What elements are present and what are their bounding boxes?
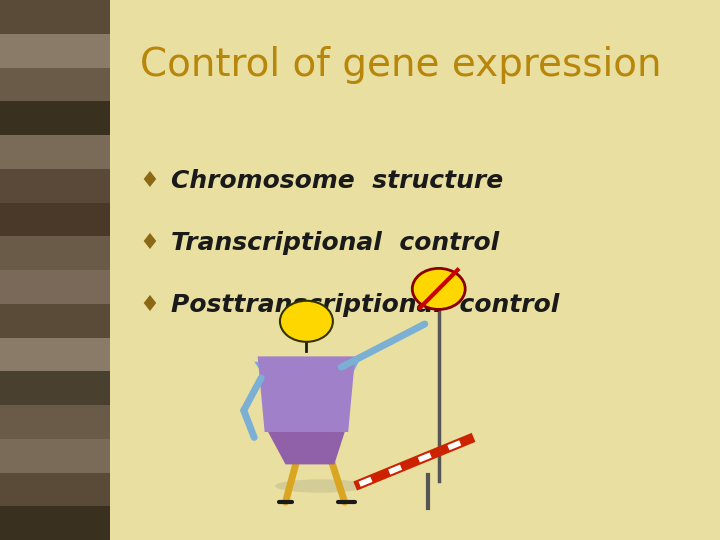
Bar [0,237,110,270]
Text: Posttranscriptional  control: Posttranscriptional control [171,293,559,317]
Polygon shape [324,362,359,432]
Text: Transcriptional  control: Transcriptional control [171,231,499,255]
Polygon shape [268,432,345,464]
Bar [0,0,110,33]
Bar [0,33,110,68]
Bar [0,372,110,405]
Text: ♦: ♦ [140,171,160,191]
Text: ♦: ♦ [140,295,160,315]
Bar [0,168,110,202]
Bar [0,102,110,135]
Bar [0,303,110,338]
Bar [0,202,110,237]
Text: ♦: ♦ [140,233,160,253]
Bar [0,270,110,303]
Circle shape [413,268,465,309]
Text: Chromosome  structure: Chromosome structure [171,169,503,193]
Bar [0,472,110,507]
Bar [0,405,110,438]
Ellipse shape [275,480,366,492]
Bar [0,135,110,168]
Bar [0,68,110,102]
Polygon shape [258,356,355,432]
Bar [0,338,110,372]
Bar [0,507,110,540]
Text: Control of gene expression: Control of gene expression [140,46,661,84]
Polygon shape [254,362,303,432]
Circle shape [280,301,333,342]
Bar [0,438,110,472]
